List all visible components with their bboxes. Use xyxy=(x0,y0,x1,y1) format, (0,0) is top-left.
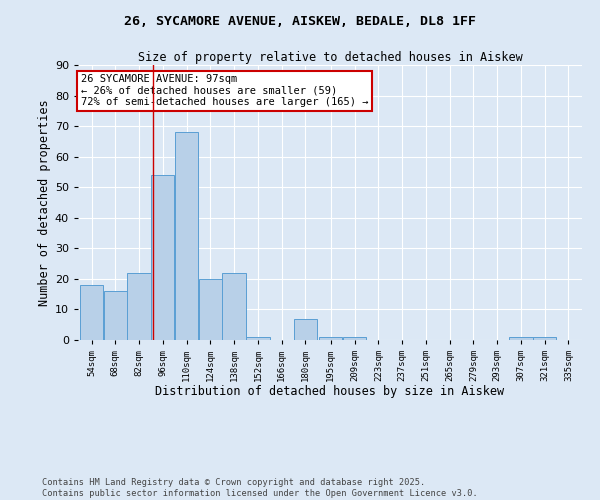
Bar xyxy=(151,175,175,340)
Bar xyxy=(104,291,127,340)
Bar xyxy=(509,337,533,340)
X-axis label: Distribution of detached houses by size in Aiskew: Distribution of detached houses by size … xyxy=(155,386,505,398)
Bar xyxy=(223,273,246,340)
Bar xyxy=(343,337,366,340)
Bar xyxy=(80,285,103,340)
Bar xyxy=(127,273,151,340)
Bar xyxy=(175,132,198,340)
Title: Size of property relative to detached houses in Aiskew: Size of property relative to detached ho… xyxy=(137,51,523,64)
Text: Contains HM Land Registry data © Crown copyright and database right 2025.
Contai: Contains HM Land Registry data © Crown c… xyxy=(42,478,478,498)
Bar xyxy=(199,279,222,340)
Bar xyxy=(533,337,556,340)
Bar xyxy=(319,337,343,340)
Bar xyxy=(246,337,269,340)
Bar xyxy=(294,318,317,340)
Text: 26 SYCAMORE AVENUE: 97sqm
← 26% of detached houses are smaller (59)
72% of semi-: 26 SYCAMORE AVENUE: 97sqm ← 26% of detac… xyxy=(80,74,368,108)
Y-axis label: Number of detached properties: Number of detached properties xyxy=(38,99,50,306)
Text: 26, SYCAMORE AVENUE, AISKEW, BEDALE, DL8 1FF: 26, SYCAMORE AVENUE, AISKEW, BEDALE, DL8… xyxy=(124,15,476,28)
